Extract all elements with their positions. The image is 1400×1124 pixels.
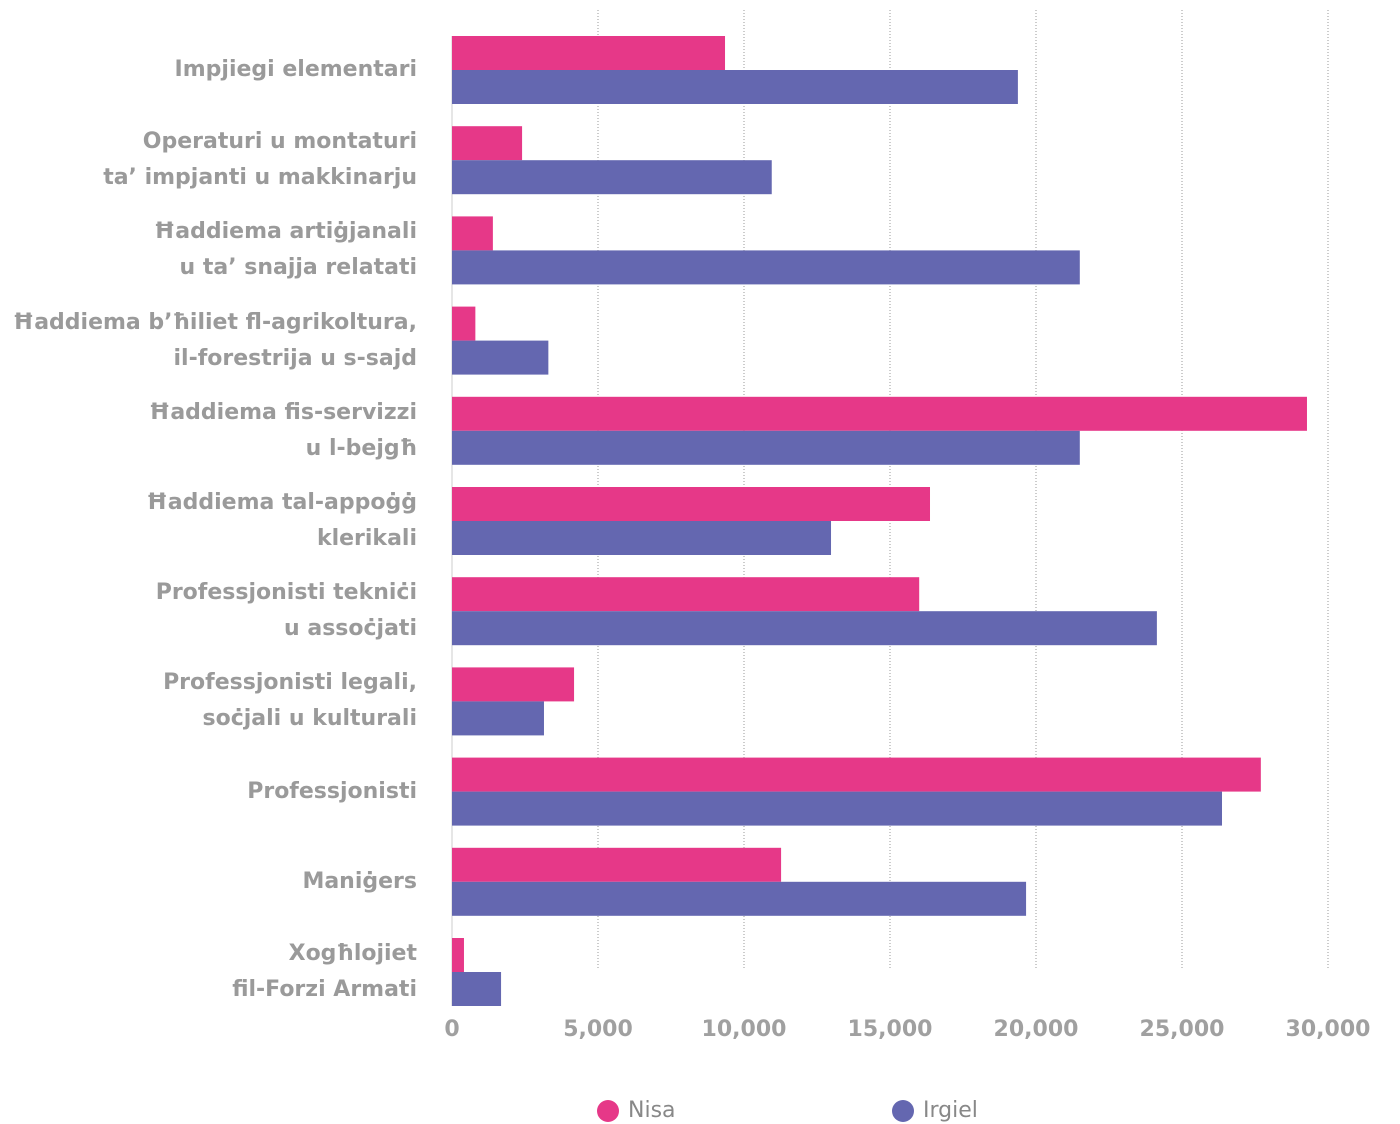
bar [452, 757, 1261, 792]
legend-label: Irgiel [923, 1098, 978, 1123]
bar [452, 881, 1027, 916]
x-tick-label: 0 [444, 1017, 459, 1042]
bar [452, 521, 832, 555]
bar [452, 160, 772, 195]
bar [452, 972, 502, 1006]
bar [452, 306, 476, 341]
legend-label: Nisa [628, 1098, 676, 1123]
category-label: Professjonisti [247, 778, 417, 804]
bar [452, 938, 464, 972]
x-tick-label: 10,000 [702, 1017, 787, 1042]
category-label: Xogħlojiet fil-Forzi Armati [232, 941, 417, 1002]
category-label: Operaturi u montaturi ta’ impjanti u mak… [103, 129, 417, 191]
bar [452, 701, 544, 736]
bar [452, 396, 1307, 431]
category-label: Ħaddiema artiġjanali u ta’ snajja relata… [153, 219, 417, 281]
category-label: Maniġers [302, 868, 417, 894]
bar [452, 70, 1018, 104]
bar [452, 487, 931, 521]
x-tick-label: 5,000 [563, 1017, 633, 1042]
bar [452, 340, 549, 375]
bar [452, 430, 1080, 465]
legend-swatch [892, 1100, 914, 1122]
bar [452, 611, 1157, 646]
bar [452, 126, 523, 161]
category-label: Ħaddiema fis-servizzi u l-bejgħ [148, 399, 417, 461]
bar [452, 36, 726, 70]
category-label: Impjiegi elementari [174, 57, 417, 82]
bar [452, 667, 575, 702]
x-tick-label: 30,000 [1286, 1017, 1371, 1042]
bar [452, 250, 1080, 285]
x-tick-label: 15,000 [848, 1017, 933, 1042]
bar [452, 791, 1223, 826]
category-label: Ħaddiema b’ħiliet fl-agrikoltura, il-for… [12, 309, 417, 371]
bar [452, 847, 782, 882]
category-label: Professjonisti tekniċi u assoċjati [155, 580, 417, 642]
category-label: Ħaddiema tal-appoġġ klerikali [146, 490, 417, 551]
bar [452, 216, 493, 251]
legend-swatch [597, 1100, 619, 1122]
category-label: Professjonisti legali, soċjali u kultura… [163, 670, 417, 732]
x-tick-label: 20,000 [994, 1017, 1079, 1042]
x-tick-label: 25,000 [1140, 1017, 1225, 1042]
bar [452, 577, 920, 612]
